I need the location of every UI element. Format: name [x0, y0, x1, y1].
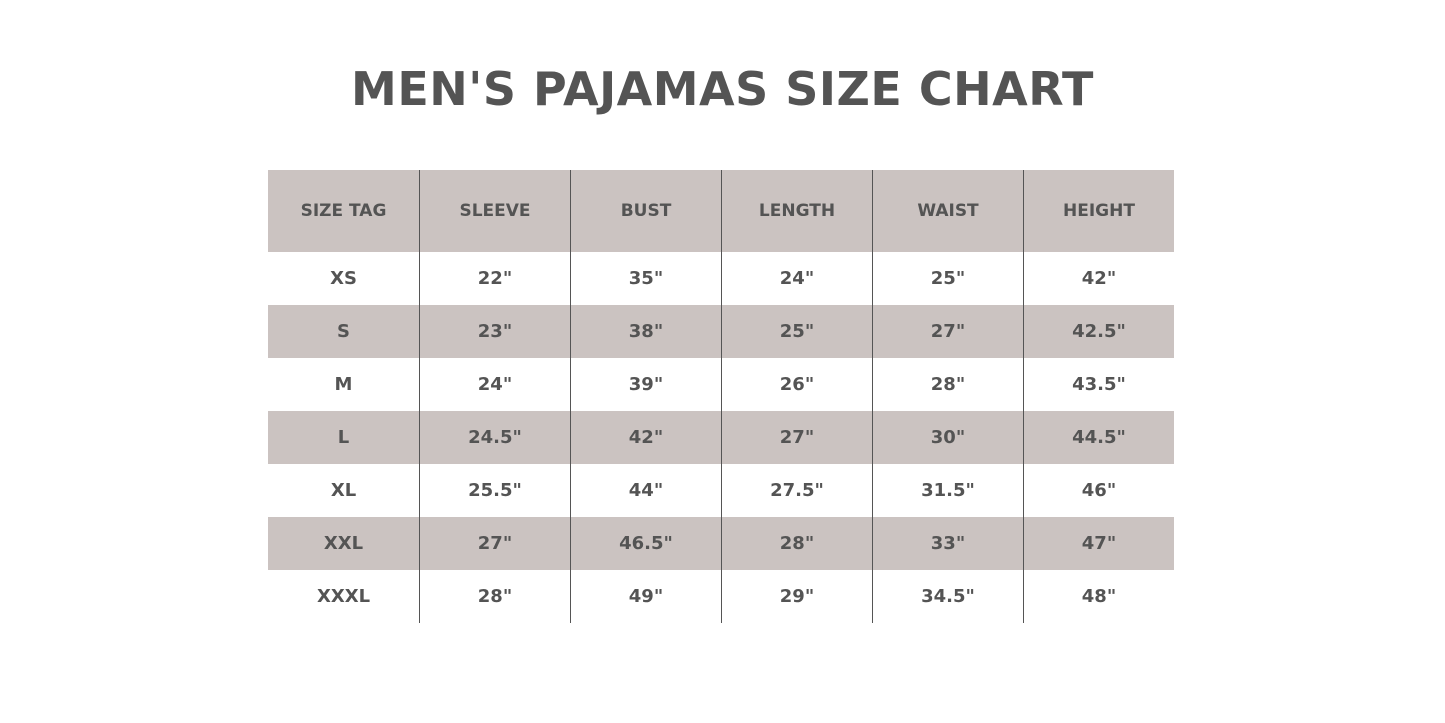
table-cell: 44"	[570, 464, 721, 517]
column-header: BUST	[570, 170, 721, 252]
table-row: L 24.5" 42" 27" 30" 44.5"	[268, 411, 1174, 464]
table-row: XXL 27" 46.5" 28" 33" 47"	[268, 517, 1174, 570]
table-cell: 29"	[721, 570, 872, 623]
table-row: M 24" 39" 26" 28" 43.5"	[268, 358, 1174, 411]
table-cell: 23"	[419, 305, 570, 358]
table-cell: 28"	[872, 358, 1023, 411]
table-cell: 25"	[721, 305, 872, 358]
table-cell: 30"	[872, 411, 1023, 464]
table-cell: 27"	[872, 305, 1023, 358]
table-row: XL 25.5" 44" 27.5" 31.5" 46"	[268, 464, 1174, 517]
table-cell: 27.5"	[721, 464, 872, 517]
table-row: XS 22" 35" 24" 25" 42"	[268, 252, 1174, 305]
table-cell: 24"	[721, 252, 872, 305]
table-cell: 42"	[570, 411, 721, 464]
table-cell: 24"	[419, 358, 570, 411]
table-cell: 33"	[872, 517, 1023, 570]
table-cell: 26"	[721, 358, 872, 411]
size-chart-table: SIZE TAG SLEEVE BUST LENGTH WAIST HEIGHT XS 22"…	[268, 170, 1174, 623]
table-header-row: SIZE TAG SLEEVE BUST LENGTH WAIST HEIGHT	[268, 170, 1174, 252]
table-cell: 46"	[1023, 464, 1174, 517]
column-header: HEIGHT	[1023, 170, 1174, 252]
table-cell: 27"	[721, 411, 872, 464]
table-cell: XL	[330, 480, 357, 501]
table-cell: 27"	[419, 517, 570, 570]
column-header: WAIST	[872, 170, 1023, 252]
table-cell: 35"	[570, 252, 721, 305]
table-row: XXXL 28" 49" 29" 34.5" 48"	[268, 570, 1174, 623]
table-cell: 31.5"	[872, 464, 1023, 517]
table-cell: 42"	[1023, 252, 1174, 305]
column-header: LENGTH	[721, 170, 872, 252]
table-cell: XXXL	[316, 586, 371, 607]
table-cell: L	[337, 427, 350, 448]
table-cell: 28"	[721, 517, 872, 570]
table-cell: 24.5"	[419, 411, 570, 464]
table-cell: 28"	[419, 570, 570, 623]
table-cell: 44.5"	[1023, 411, 1174, 464]
page-title: MEN'S PAJAMAS SIZE CHART	[351, 62, 1094, 116]
table-cell: 25"	[872, 252, 1023, 305]
table-cell: 25.5"	[419, 464, 570, 517]
column-header: SLEEVE	[419, 170, 570, 252]
table-cell: 47"	[1023, 517, 1174, 570]
table-cell: 43.5"	[1023, 358, 1174, 411]
table-cell: 42.5"	[1023, 305, 1174, 358]
table-cell: XS	[330, 268, 357, 289]
table-cell: 22"	[419, 252, 570, 305]
column-header: SIZE TAG	[300, 201, 387, 221]
table-cell: M	[334, 374, 353, 395]
table-cell: 48"	[1023, 570, 1174, 623]
table-cell: 38"	[570, 305, 721, 358]
table-cell: 34.5"	[872, 570, 1023, 623]
table-cell: XXL	[323, 533, 364, 554]
table-row: S 23" 38" 25" 27" 42.5"	[268, 305, 1174, 358]
table-cell: 39"	[570, 358, 721, 411]
table-cell: S	[337, 321, 350, 342]
table-cell: 49"	[570, 570, 721, 623]
table-cell: 46.5"	[570, 517, 721, 570]
